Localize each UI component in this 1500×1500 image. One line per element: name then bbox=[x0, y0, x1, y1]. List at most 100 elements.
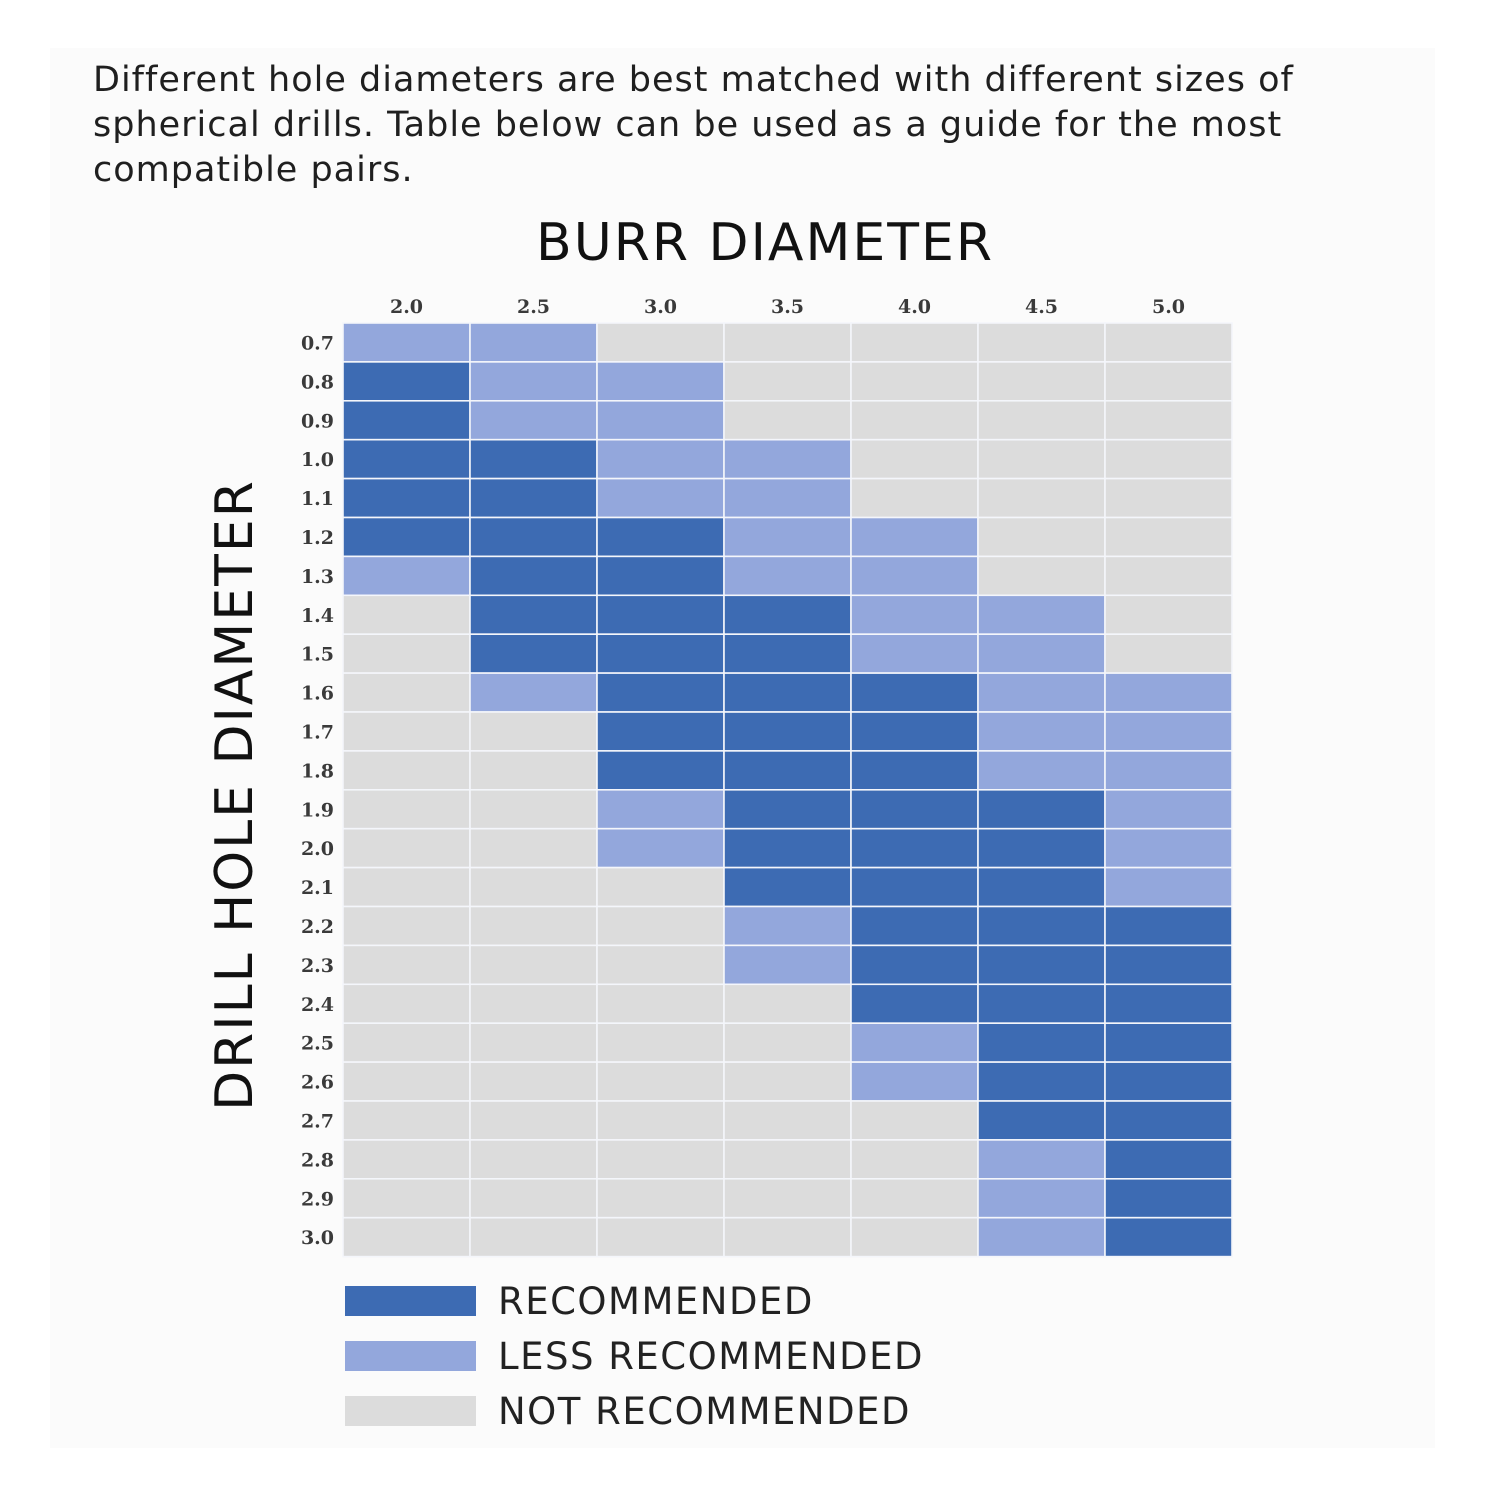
y-tick-label: 1.9 bbox=[301, 799, 334, 821]
heatmap-cell-1.8-3.5 bbox=[723, 750, 852, 791]
heatmap-cell-1.6-2.0 bbox=[342, 672, 471, 713]
heatmap-cell-2.0-2.0 bbox=[342, 827, 471, 869]
heatmap-cell-1.9-2.5 bbox=[469, 788, 598, 830]
y-tick-label: 1.1 bbox=[301, 488, 334, 510]
heatmap-cell-2.1-3.0 bbox=[596, 866, 725, 908]
heatmap-cell-2.8-5.0 bbox=[1104, 1139, 1233, 1180]
heatmap-cell-0.9-4.5 bbox=[977, 399, 1106, 441]
heatmap-cell-2.0-3.0 bbox=[596, 827, 725, 869]
heatmap-cell-2.7-2.0 bbox=[342, 1100, 471, 1141]
heatmap-cell-0.8-3.0 bbox=[596, 361, 725, 402]
y-tick-label: 2.1 bbox=[301, 877, 334, 899]
heatmap-cell-2.0-5.0 bbox=[1104, 827, 1233, 869]
heatmap-cell-1.8-3.0 bbox=[596, 750, 725, 791]
heatmap-cell-0.7-4.5 bbox=[977, 322, 1106, 363]
y-tick-label: 0.7 bbox=[301, 332, 334, 354]
y-tick-label: 0.9 bbox=[301, 410, 334, 432]
heatmap-cell-1.5-2.0 bbox=[342, 633, 471, 674]
heatmap-cell-2.1-4.5 bbox=[977, 866, 1106, 908]
heatmap-cell-2.3-2.0 bbox=[342, 944, 471, 986]
heatmap-cell-2.3-4.0 bbox=[850, 944, 979, 986]
y-tick-labels: 0.7 0.8 0.9 1.0 1.1 1.2 1.3 1.4 1.5 1.6 1.7 1.8 1.9 2… bbox=[301, 332, 334, 1249]
heatmap-cell-2.8-4.5 bbox=[977, 1139, 1106, 1180]
heatmap-cell-2.6-2.0 bbox=[342, 1061, 471, 1102]
heatmap-cell-3.0-3.0 bbox=[596, 1216, 725, 1258]
heatmap-cell-1.2-3.0 bbox=[596, 516, 725, 558]
legend-swatch bbox=[345, 1396, 476, 1426]
heatmap-cell-2.3-4.5 bbox=[977, 944, 1106, 986]
heatmap-cell-1.0-2.0 bbox=[342, 438, 471, 480]
y-tick-label: 1.7 bbox=[301, 721, 334, 743]
heatmap-cell-1.6-5.0 bbox=[1104, 672, 1233, 713]
heatmap-cell-2.2-3.5 bbox=[723, 905, 852, 947]
y-tick-label: 2.8 bbox=[301, 1149, 334, 1171]
heatmap-cell-1.7-4.5 bbox=[977, 711, 1106, 752]
heatmap-cell-2.2-4.5 bbox=[977, 905, 1106, 947]
heatmap-cell-1.0-3.0 bbox=[596, 438, 725, 480]
heatmap-cell-0.9-5.0 bbox=[1104, 399, 1233, 441]
heatmap-cell-2.9-2.0 bbox=[342, 1178, 471, 1219]
x-tick-label: 4.5 bbox=[1025, 296, 1058, 318]
heatmap-cell-2.4-4.0 bbox=[850, 983, 979, 1024]
y-tick-label: 2.2 bbox=[301, 916, 334, 938]
heatmap-cell-2.3-3.5 bbox=[723, 944, 852, 986]
heatmap-cell-1.2-3.5 bbox=[723, 516, 852, 558]
heatmap-cell-2.3-2.5 bbox=[469, 944, 598, 986]
heatmap-cell-1.0-4.5 bbox=[977, 438, 1106, 480]
heatmap-cell-2.6-3.0 bbox=[596, 1061, 725, 1102]
y-tick-label: 3.0 bbox=[301, 1227, 334, 1249]
legend-label: NOT RECOMMENDED bbox=[498, 1390, 911, 1433]
heatmap-cell-2.8-3.5 bbox=[723, 1139, 852, 1180]
y-tick-label: 1.6 bbox=[301, 683, 334, 705]
heatmap-cell-1.0-4.0 bbox=[850, 438, 979, 480]
heatmap-cell-2.6-3.5 bbox=[723, 1061, 852, 1102]
x-tick-label: 5.0 bbox=[1152, 296, 1185, 318]
heatmap-cell-1.0-3.5 bbox=[723, 438, 852, 480]
heatmap-cell-0.8-4.5 bbox=[977, 361, 1106, 402]
heatmap-cell-0.8-3.5 bbox=[723, 361, 852, 402]
y-axis-title: DRILL HOLE DIAMETER bbox=[205, 479, 265, 1111]
heatmap-cell-1.7-3.5 bbox=[723, 711, 852, 752]
heatmap-cell-2.9-4.5 bbox=[977, 1178, 1106, 1219]
heatmap-cell-1.8-4.5 bbox=[977, 750, 1106, 791]
heatmap-cell-1.7-4.0 bbox=[850, 711, 979, 752]
heatmap-cell-2.8-2.0 bbox=[342, 1139, 471, 1180]
heatmap-cell-1.7-3.0 bbox=[596, 711, 725, 752]
heatmap-cell-2.4-2.0 bbox=[342, 983, 471, 1024]
heatmap-cell-2.3-3.0 bbox=[596, 944, 725, 986]
heatmap-cell-1.7-5.0 bbox=[1104, 711, 1233, 752]
heatmap-cell-1.1-4.0 bbox=[850, 477, 979, 519]
heatmap-cell-2.7-3.5 bbox=[723, 1100, 852, 1141]
heatmap-cell-2.7-4.5 bbox=[977, 1100, 1106, 1141]
heatmap-cell-1.1-4.5 bbox=[977, 477, 1106, 519]
heatmap-cell-1.8-2.0 bbox=[342, 750, 471, 791]
heatmap-cell-1.7-2.0 bbox=[342, 711, 471, 752]
heatmap-cell-1.0-2.5 bbox=[469, 438, 598, 480]
heatmap-cell-2.2-3.0 bbox=[596, 905, 725, 947]
heatmap-cell-2.9-3.0 bbox=[596, 1178, 725, 1219]
y-tick-label: 1.3 bbox=[301, 566, 334, 588]
heatmap-cell-1.6-2.5 bbox=[469, 672, 598, 713]
legend: RECOMMENDED LESS RECOMMENDED NOT RECOMMEND… bbox=[345, 1280, 923, 1433]
heatmap-cell-2.0-4.5 bbox=[977, 827, 1106, 869]
heatmap-cell-2.0-3.5 bbox=[723, 827, 852, 869]
heatmap-cell-1.3-5.0 bbox=[1104, 555, 1233, 597]
heatmap-cell-2.1-5.0 bbox=[1104, 866, 1233, 908]
y-tick-label: 2.9 bbox=[301, 1188, 334, 1210]
heatmap-cell-1.4-2.5 bbox=[469, 594, 598, 635]
heatmap-cell-2.4-3.5 bbox=[723, 983, 852, 1024]
heatmap-cell-1.9-5.0 bbox=[1104, 788, 1233, 830]
legend-swatch bbox=[345, 1341, 476, 1371]
heatmap-cell-2.6-2.5 bbox=[469, 1061, 598, 1102]
heatmap-cell-3.0-2.0 bbox=[342, 1216, 471, 1258]
heatmap-cell-1.3-3.5 bbox=[723, 555, 852, 597]
heatmap-cell-3.0-5.0 bbox=[1104, 1216, 1233, 1258]
heatmap-cell-1.5-5.0 bbox=[1104, 633, 1233, 674]
heatmap-cell-2.2-5.0 bbox=[1104, 905, 1233, 947]
heatmap-cell-3.0-3.5 bbox=[723, 1216, 852, 1258]
heatmap-cell-2.5-4.0 bbox=[850, 1022, 979, 1063]
heatmap-cell-1.2-4.5 bbox=[977, 516, 1106, 558]
heatmap-cell-1.4-2.0 bbox=[342, 594, 471, 635]
heatmap-cell-2.7-4.0 bbox=[850, 1100, 979, 1141]
heatmap-cell-2.5-2.5 bbox=[469, 1022, 598, 1063]
